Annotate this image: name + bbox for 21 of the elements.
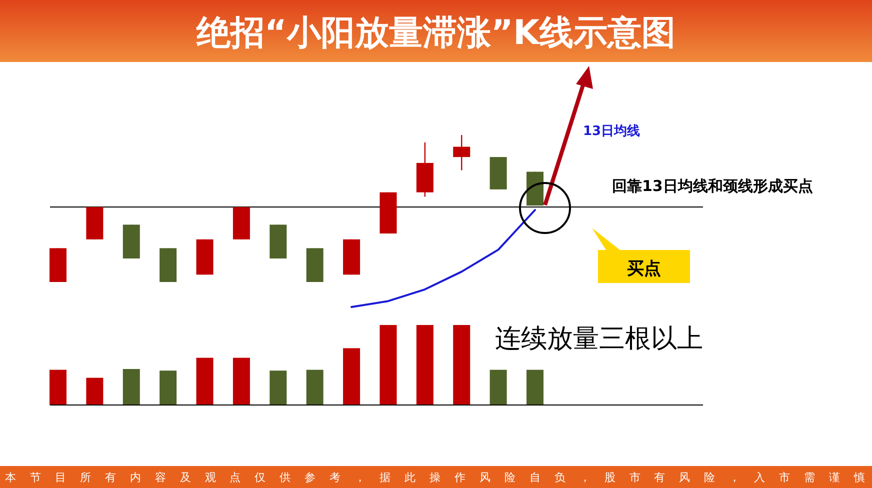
text: 回靠13日均线和颈线形成买点 [612, 177, 813, 195]
bar [196, 358, 214, 405]
bar [86, 378, 104, 405]
annotation: 连续放量三根以上 [495, 324, 703, 354]
candlestick [453, 134, 470, 171]
bar [453, 325, 470, 405]
text: 买点 [627, 259, 661, 279]
bar [50, 370, 66, 405]
bar [416, 325, 434, 405]
text: 13日均线 [583, 124, 640, 139]
bar [380, 325, 397, 405]
text: 本 节 目 所 有 内 容 及 观 点 仅 供 参 考 ， 据 此 操 作 风 险 自 负 ， 股 市 有 风 险 ， 入 市 需 谨 慎 [5, 471, 865, 484]
bar [343, 348, 360, 405]
bar [490, 370, 507, 405]
bar [160, 370, 177, 405]
bar [122, 369, 140, 405]
chart-title: 绝招“小阳放量滞涨”K线示意图 [195, 13, 676, 53]
bar [270, 370, 287, 405]
bar [526, 370, 544, 405]
bar [232, 358, 250, 405]
bar [306, 370, 324, 405]
